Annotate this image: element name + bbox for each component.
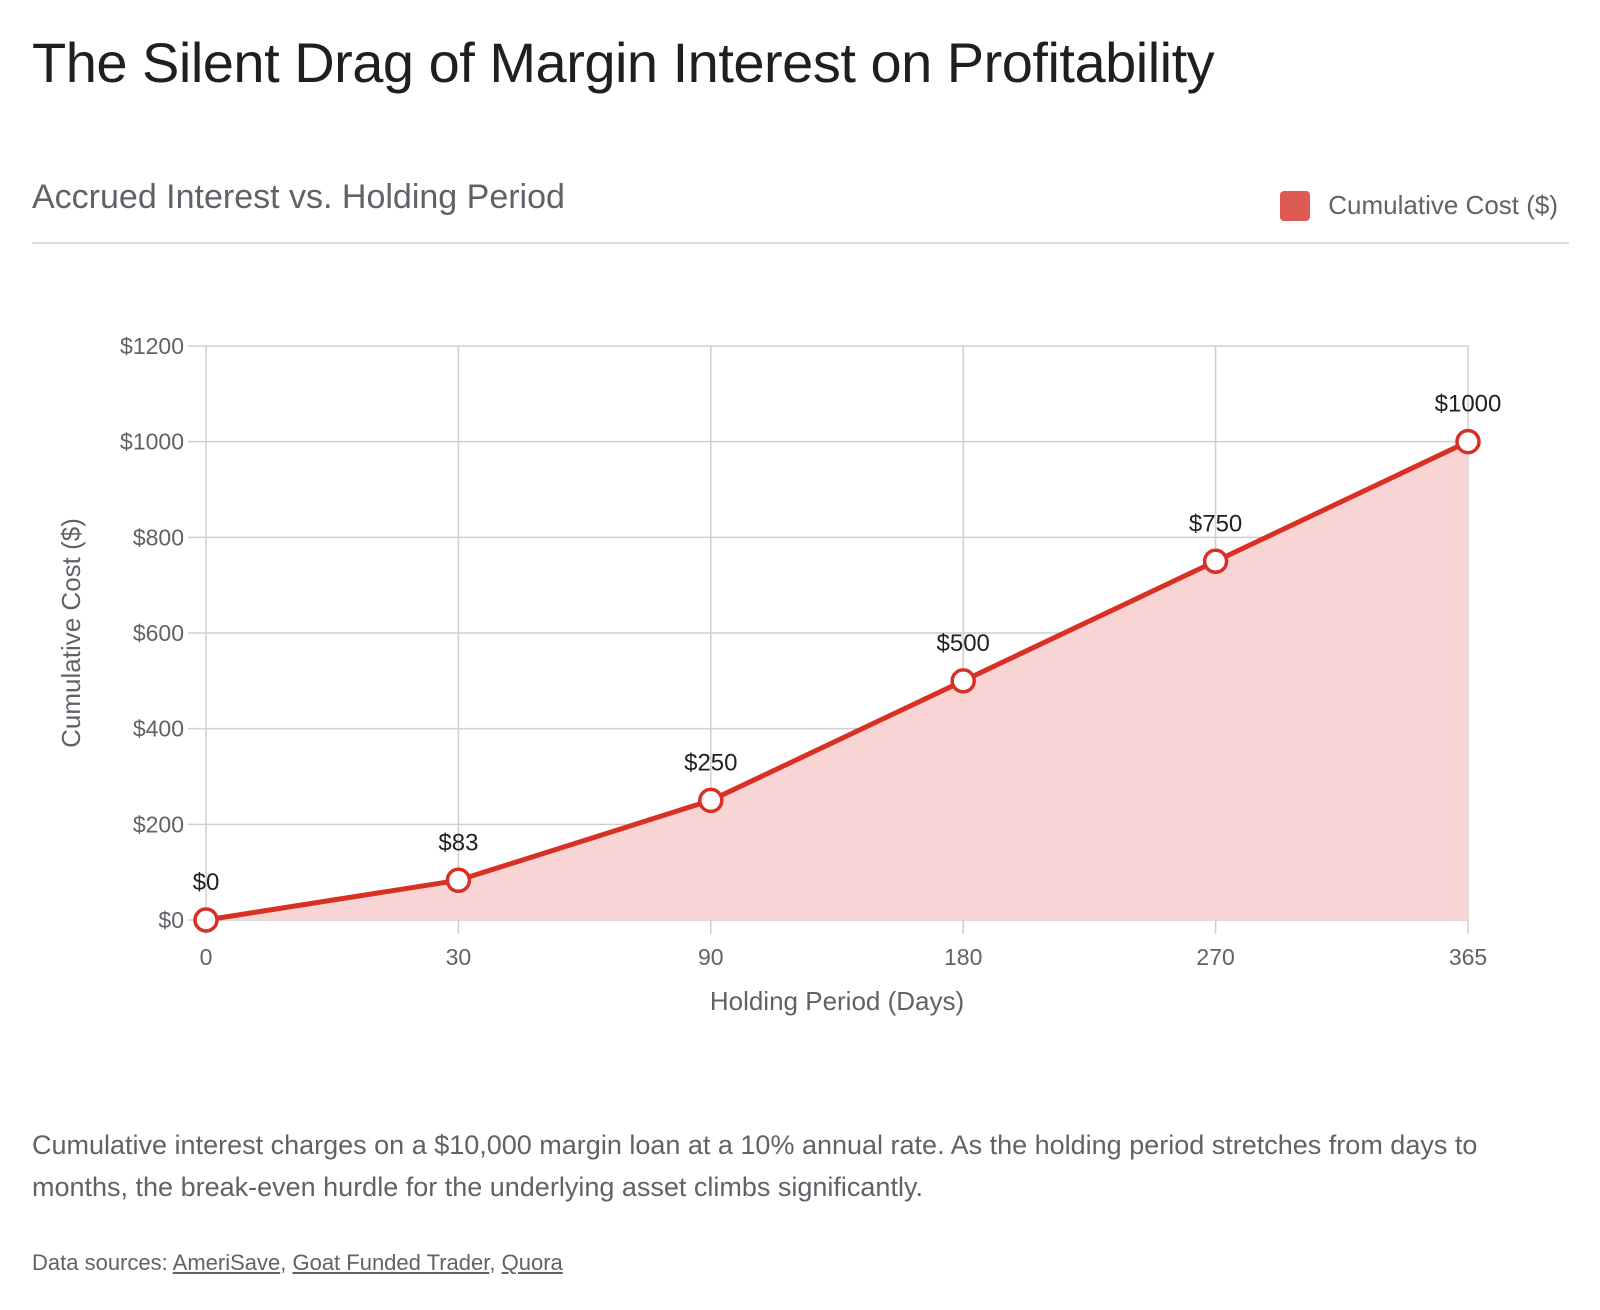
source-link-amerisave[interactable]: AmeriSave [172,1250,281,1275]
series-area [206,441,1468,920]
y-tick-label: $600 [133,620,184,646]
y-tick-label: $1200 [120,333,184,359]
y-axis-ticks: $0 $200 $400 $600 $800 $1000 $1200 [120,333,184,933]
x-tick-label: 270 [1196,944,1234,970]
x-axis-ticks: 0 30 90 180 270 365 [200,944,1488,970]
data-label: $250 [684,749,737,776]
chart-line [203,439,1471,923]
header-divider [32,242,1569,244]
data-point[interactable] [193,907,219,933]
y-tick-label: $1000 [120,429,184,455]
data-point[interactable] [445,867,472,894]
data-sources: Data sources: AmeriSave, Goat Funded Tra… [32,1250,563,1275]
data-point[interactable] [698,787,724,814]
data-point[interactable] [1202,548,1229,574]
data-point[interactable] [950,668,976,694]
legend-label: Cumulative Cost ($) [1328,190,1558,220]
data-label: $1000 [1435,391,1502,418]
y-tick-label: $0 [158,907,184,933]
data-label: $83 [438,829,478,856]
y-tick-label: $400 [133,716,184,742]
chart-data-labels: $0 $83 $250 $500 $750 $1000 [193,391,1502,896]
y-tick-label: $200 [133,811,184,837]
y-tick-label: $800 [133,524,184,550]
x-tick-label: 365 [1449,944,1487,970]
x-tick-label: 0 [200,944,213,970]
source-link-quora[interactable]: Quora [501,1250,563,1275]
chart-legend: Cumulative Cost ($) [1280,190,1558,221]
chart-points [193,428,1481,933]
chart-caption: Cumulative interest charges on a $10,000… [32,1130,1478,1202]
page-title: The Silent Drag of Margin Interest on Pr… [32,31,1215,94]
chart-title: Accrued Interest vs. Holding Period [32,178,565,216]
y-axis-title: Cumulative Cost ($) [56,518,86,748]
data-label: $750 [1189,510,1242,537]
x-tick-label: 30 [446,944,472,970]
x-tick-label: 180 [944,944,982,970]
chart-area [206,441,1468,920]
legend-swatch [1280,190,1311,221]
data-label: $500 [937,630,990,657]
x-axis-title: Holding Period (Days) [710,986,964,1016]
source-link-goat-funded-trader[interactable]: Goat Funded Trader [292,1250,490,1275]
sources-prefix: Data sources: [32,1250,173,1275]
line-chart: $0 $83 $250 $500 $750 $1000 $0 $200 $400 $600 $80… [56,333,1502,1016]
x-tick-label: 90 [698,944,724,970]
data-point[interactable] [1455,428,1481,455]
series-line [203,439,1471,923]
data-label: $0 [193,869,220,896]
